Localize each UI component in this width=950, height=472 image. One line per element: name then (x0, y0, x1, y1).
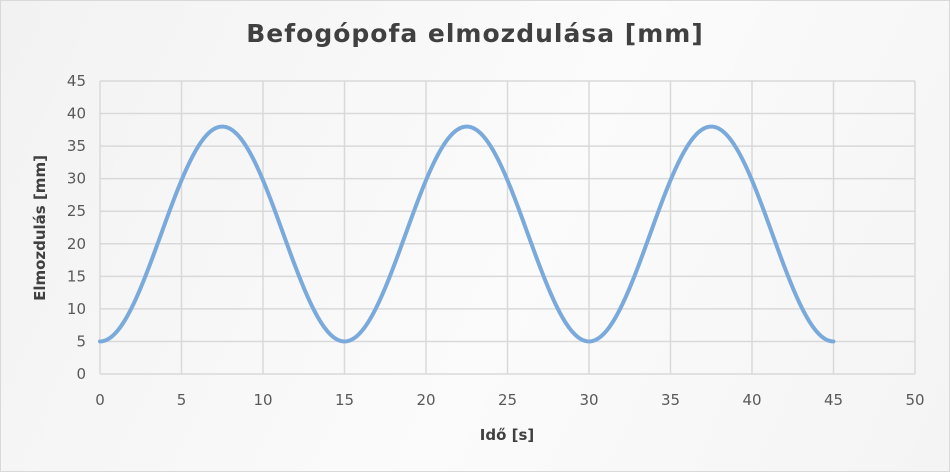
x-axis-ticks: 0 5 10 15 20 25 30 35 40 45 50 (95, 391, 924, 409)
y-tick-label: 35 (67, 137, 86, 155)
y-tick-label: 25 (67, 202, 86, 220)
x-tick-label: 25 (498, 391, 517, 409)
y-tick-label: 15 (67, 267, 86, 285)
x-tick-label: 35 (661, 391, 680, 409)
y-tick-label: 45 (67, 72, 86, 90)
y-tick-label: 20 (67, 235, 86, 253)
x-tick-label: 30 (579, 391, 598, 409)
y-tick-label: 10 (67, 300, 86, 318)
x-tick-label: 0 (95, 391, 105, 409)
y-axis-ticks: 0 5 10 15 20 25 30 35 40 45 (67, 72, 86, 383)
x-tick-label: 10 (253, 391, 272, 409)
x-axis-title: Idő [s] (479, 426, 535, 444)
y-tick-label: 40 (67, 105, 86, 123)
x-tick-label: 5 (177, 391, 187, 409)
chart-title: Befogópofa elmozdulása [mm] (246, 19, 704, 48)
y-tick-label: 0 (76, 365, 86, 383)
x-tick-label: 40 (742, 391, 761, 409)
y-tick-label: 5 (76, 332, 86, 350)
x-tick-label: 15 (335, 391, 354, 409)
x-tick-label: 45 (824, 391, 843, 409)
x-tick-label: 50 (905, 391, 924, 409)
gridlines (99, 80, 916, 375)
data-series-line (98, 124, 836, 344)
y-tick-label: 30 (67, 170, 86, 188)
x-tick-label: 20 (416, 391, 435, 409)
